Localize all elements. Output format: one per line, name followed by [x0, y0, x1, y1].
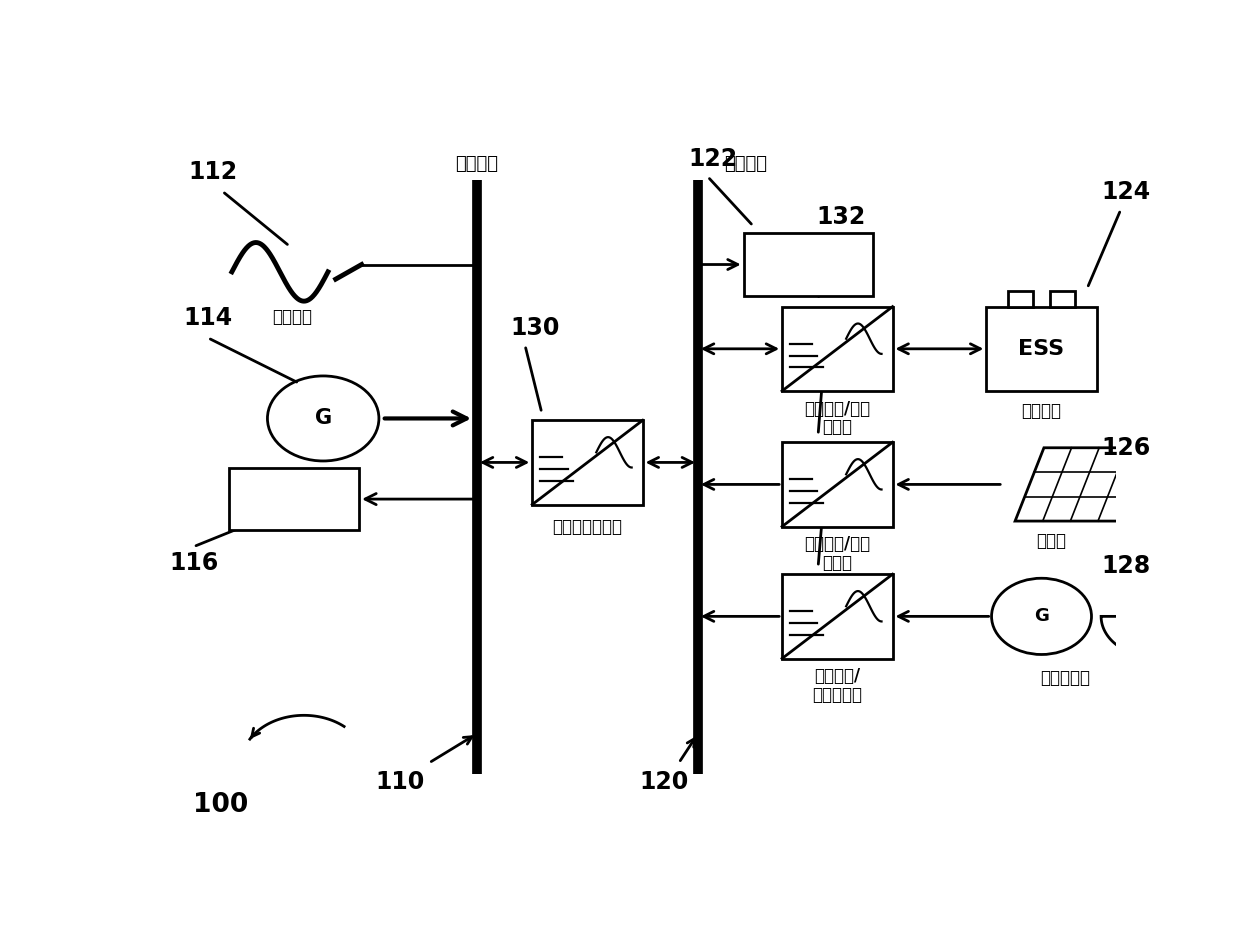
- FancyBboxPatch shape: [532, 420, 642, 505]
- Text: 132: 132: [816, 206, 866, 229]
- Text: 储能系统: 储能系统: [1022, 402, 1061, 420]
- FancyBboxPatch shape: [986, 307, 1096, 391]
- Text: 122: 122: [688, 148, 738, 171]
- Text: 126: 126: [1101, 436, 1151, 460]
- Text: 交流总线: 交流总线: [455, 155, 498, 173]
- Text: 三相交流/: 三相交流/: [815, 667, 861, 685]
- Text: 公用电网: 公用电网: [273, 308, 312, 327]
- FancyBboxPatch shape: [229, 468, 360, 530]
- Text: 114: 114: [184, 307, 233, 330]
- Text: 110: 110: [376, 770, 424, 794]
- Text: 单向直流/直流: 单向直流/直流: [805, 535, 870, 553]
- Text: ESS: ESS: [1018, 339, 1065, 359]
- Text: 柴油发电机: 柴油发电机: [298, 479, 348, 497]
- Text: G: G: [315, 408, 332, 428]
- Text: 光伏板: 光伏板: [1037, 532, 1066, 550]
- Text: 100: 100: [193, 792, 249, 819]
- Text: 134: 134: [806, 346, 856, 369]
- Text: 112: 112: [188, 160, 238, 184]
- Text: 116: 116: [170, 551, 218, 575]
- FancyBboxPatch shape: [782, 307, 893, 391]
- Circle shape: [1146, 610, 1162, 623]
- Text: 双向直流/直流: 双向直流/直流: [805, 400, 870, 418]
- Text: 124: 124: [1101, 180, 1151, 205]
- Text: 转换器: 转换器: [822, 554, 852, 572]
- FancyBboxPatch shape: [1008, 290, 1033, 307]
- Text: 交流负载: 交流负载: [274, 490, 315, 508]
- FancyBboxPatch shape: [782, 574, 893, 659]
- Text: 136: 136: [806, 481, 856, 505]
- Text: 直流负载: 直流负载: [789, 255, 828, 273]
- FancyBboxPatch shape: [744, 233, 873, 296]
- Text: 直流总线: 直流总线: [724, 155, 768, 173]
- Text: 风力涂轮机: 风力涂轮机: [1040, 669, 1090, 687]
- Text: 120: 120: [640, 770, 689, 794]
- FancyBboxPatch shape: [1050, 290, 1075, 307]
- Text: 转换器: 转换器: [822, 418, 852, 436]
- Text: 128: 128: [1101, 554, 1151, 578]
- Text: 直流整流器: 直流整流器: [812, 685, 862, 704]
- Text: 双向互连转换器: 双向互连转换器: [553, 518, 622, 536]
- Text: 130: 130: [511, 316, 560, 340]
- FancyBboxPatch shape: [782, 443, 893, 526]
- Text: G: G: [1034, 607, 1049, 625]
